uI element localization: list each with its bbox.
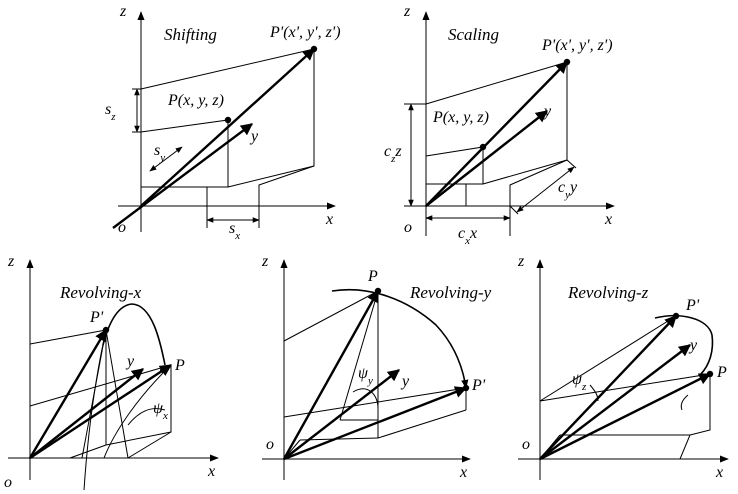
z-label: z — [7, 253, 15, 270]
cy-dimension — [516, 166, 575, 213]
z-label: z — [119, 3, 127, 20]
p-label: P — [367, 268, 378, 285]
y-axis — [539, 344, 691, 460]
panel-revolving-z: Revolving-z z x y o P' P ψz — [517, 253, 729, 481]
sx-label: sx — [229, 220, 240, 242]
y-label: y — [688, 337, 698, 354]
x-label: x — [207, 463, 215, 480]
panel-revolving-x: Revolving-x z x y o P' P ψx — [4, 253, 219, 491]
panel-title: Revolving-z — [567, 283, 649, 302]
y-label: y — [125, 353, 135, 370]
p-box — [425, 146, 484, 185]
panel-scaling: Scaling z x y o P'(x', y', z') P(x, y, z… — [384, 3, 615, 247]
x-label: x — [325, 211, 333, 228]
p-prime-label: P' — [471, 377, 486, 394]
origin-label: o — [404, 219, 412, 236]
point-p — [479, 143, 487, 151]
p-label: P — [174, 357, 185, 374]
rotation-arc — [102, 303, 166, 366]
czz-label: czz — [384, 143, 402, 165]
y-label: y — [249, 128, 259, 145]
origin-label: o — [4, 474, 12, 491]
y-axis — [112, 123, 253, 229]
p-vector — [539, 372, 712, 461]
cxx-label: cxx — [458, 225, 477, 247]
sz-label: sz — [105, 101, 116, 123]
origin-label: o — [522, 436, 530, 453]
z-label: z — [403, 3, 411, 20]
point-p-prime — [462, 384, 470, 392]
rotation-arc — [331, 288, 469, 389]
p-prime-vector — [28, 328, 108, 459]
point-p — [374, 287, 382, 295]
p-prime-vector — [539, 315, 677, 460]
panel-revolving-y: Revolving-y z x y o P P' ψy — [261, 253, 492, 481]
x-label: x — [715, 464, 723, 481]
p-vector — [29, 363, 173, 460]
origin-label: o — [118, 219, 126, 236]
cyy-label: cyy — [558, 179, 578, 201]
point-p-prime — [102, 326, 110, 334]
panel-title: Scaling — [448, 25, 499, 44]
p-prime-vector — [283, 386, 468, 461]
p-label: P(x, y, z) — [432, 109, 489, 126]
p-prime-label: P'(x', y', z') — [541, 37, 613, 54]
p-prime-label: P' — [89, 309, 104, 326]
p-label: P(x, y, z) — [167, 92, 224, 109]
point-p — [706, 370, 714, 378]
psi-label: ψy — [358, 365, 373, 387]
x-label: x — [459, 464, 467, 481]
origin-label: o — [266, 436, 274, 453]
panel-title: Shifting — [164, 25, 217, 44]
point-p-prime — [672, 312, 680, 320]
y-axis — [425, 110, 548, 207]
p-label: P — [716, 364, 727, 381]
y-label: y — [542, 103, 552, 120]
p-vector — [282, 289, 380, 460]
sy-dimension — [149, 146, 183, 172]
point-p — [160, 367, 166, 373]
y-axis — [29, 368, 144, 459]
psi-label: ψx — [153, 400, 168, 422]
x-label: x — [604, 211, 612, 228]
z-label: z — [517, 253, 525, 270]
panel-shifting: Shifting z x y o P'(x', y', z') P(x, y, … — [105, 3, 341, 242]
sy-label: sy — [154, 142, 165, 164]
p-prime-label: P'(x', y', z') — [269, 24, 341, 41]
point-p — [224, 116, 232, 124]
panel-title: Revolving-x — [59, 283, 142, 302]
point-p-prime — [310, 45, 318, 53]
point-p-prime — [563, 58, 571, 66]
p-prime-label: P' — [685, 297, 700, 314]
psi-label: ψz — [572, 371, 587, 393]
panel-title: Revolving-y — [409, 283, 492, 302]
z-label: z — [261, 253, 269, 270]
y-label: y — [400, 373, 410, 390]
